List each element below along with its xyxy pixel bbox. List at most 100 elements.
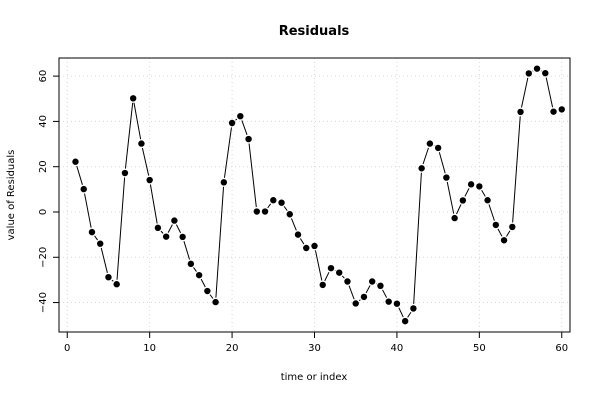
x-tick-label: 30 (308, 343, 321, 354)
data-point (525, 70, 532, 77)
series-segment (84, 193, 92, 228)
data-point (401, 317, 409, 325)
series-segment (314, 250, 323, 281)
x-tick-label: 40 (391, 343, 404, 354)
data-point (467, 181, 475, 188)
data-point (377, 282, 384, 290)
x-tick-label: 50 (473, 343, 486, 354)
series-segment (193, 267, 197, 272)
series-segment (116, 177, 126, 280)
series-segment (241, 120, 248, 136)
data-point (154, 224, 162, 232)
data-point (509, 223, 516, 231)
data-point (558, 106, 565, 113)
series-segment (141, 147, 150, 176)
x-tick-label: 20 (226, 343, 239, 354)
x-axis: 0 10 20 30 40 50 60 (64, 331, 568, 354)
series-segment (365, 285, 371, 294)
data-point (550, 108, 557, 115)
series-segment (358, 299, 361, 302)
data-point (352, 300, 359, 307)
series-segment (506, 230, 511, 237)
series-segment (481, 190, 486, 197)
series-segment (183, 241, 191, 260)
data-point (368, 278, 376, 285)
data-point (344, 278, 351, 285)
y-tick-label: 40 (38, 115, 49, 128)
data-point (88, 228, 96, 236)
y-tick-label: 0 (38, 209, 49, 215)
data-point (517, 108, 524, 116)
x-tick-label: 0 (64, 343, 70, 354)
series-segment (324, 271, 330, 282)
data-point (393, 300, 401, 307)
y-tick-label: 60 (38, 70, 49, 83)
data-point (459, 197, 467, 204)
series-segment (223, 127, 232, 178)
series-segment (497, 228, 503, 237)
data-point (492, 221, 500, 229)
series-segment (299, 238, 305, 245)
series-segment (283, 206, 288, 211)
data-point (360, 293, 368, 301)
series-segment (398, 307, 404, 318)
x-tick-label: 60 (555, 343, 568, 354)
data-point (476, 183, 483, 190)
series-segment (545, 77, 554, 108)
data-point (138, 140, 145, 147)
series-segment (521, 77, 529, 108)
data-point (187, 260, 195, 268)
data-point (484, 197, 491, 204)
data-point (533, 65, 541, 72)
data-point (72, 158, 79, 165)
series-segment (248, 143, 257, 208)
series-segment (235, 118, 238, 121)
data-point (426, 140, 434, 147)
data-point (105, 274, 112, 281)
series-segment (267, 203, 272, 209)
series-segment (149, 184, 158, 224)
data-point (212, 298, 219, 306)
series-segment (215, 186, 225, 298)
data-point (121, 169, 129, 177)
data-point (195, 271, 203, 279)
data-point (451, 214, 458, 222)
series-segment (209, 294, 214, 299)
series-segment (175, 224, 182, 234)
data-point (410, 305, 417, 312)
series-segment (488, 204, 495, 221)
data-point (311, 242, 318, 250)
y-axis-label: value of Residuals (6, 150, 17, 241)
data-point (270, 197, 277, 204)
data-point (327, 264, 335, 272)
series-segment (464, 188, 470, 197)
series-segment (456, 204, 462, 215)
series-segment (200, 278, 206, 288)
series-segment (413, 172, 422, 304)
y-axis: −40 −20 0 20 40 60 (38, 70, 60, 313)
grid (59, 58, 570, 332)
data-point (336, 269, 343, 276)
data-point (385, 298, 392, 305)
series-segment (341, 275, 345, 279)
data-point (253, 208, 261, 215)
series-segment (446, 181, 455, 214)
data-point (113, 281, 120, 288)
series-segment (290, 218, 297, 231)
y-tick-label: 20 (38, 160, 49, 173)
x-tick-label: 10 (143, 343, 156, 354)
data-point (220, 179, 228, 186)
data-point (179, 233, 186, 241)
data-point (146, 176, 153, 184)
series-segment (407, 311, 412, 318)
data-point (261, 208, 269, 215)
data-point (97, 240, 104, 247)
data-point (245, 135, 252, 143)
data-point (162, 233, 170, 240)
y-tick-label: −20 (38, 247, 49, 268)
data-point (237, 112, 244, 120)
data-point (278, 199, 285, 206)
series-segment (124, 102, 134, 169)
data-point (500, 237, 508, 244)
